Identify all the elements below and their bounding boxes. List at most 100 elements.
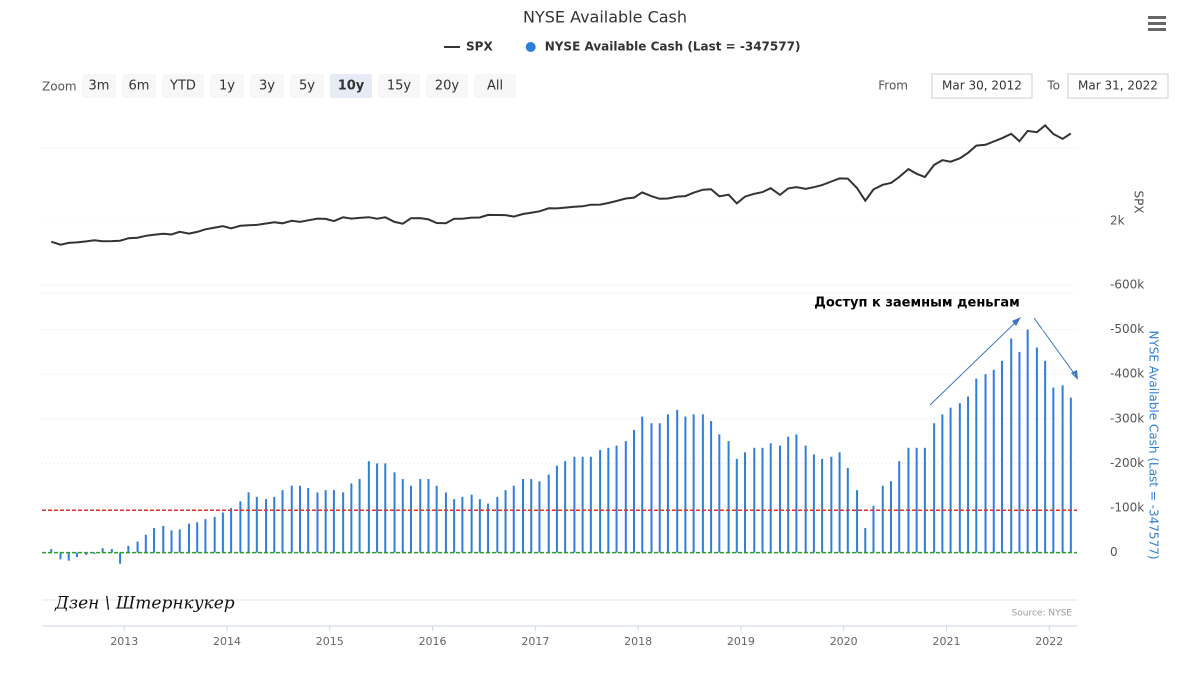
watermark: Дзен \ Штернкукер bbox=[54, 594, 235, 614]
from-input[interactable] bbox=[931, 73, 1033, 99]
bar bbox=[85, 552, 88, 555]
bar bbox=[633, 429, 636, 553]
bar bbox=[864, 528, 867, 553]
bar bbox=[555, 465, 558, 553]
zoom-button[interactable]: 5y bbox=[290, 74, 324, 98]
arrow bbox=[929, 319, 1019, 406]
zoom-button[interactable]: 3m bbox=[82, 74, 116, 98]
bar bbox=[856, 490, 859, 553]
bar bbox=[838, 452, 841, 553]
bar bbox=[487, 503, 490, 553]
bar bbox=[923, 447, 926, 553]
bar bbox=[101, 548, 104, 553]
from-label: From bbox=[878, 79, 908, 93]
zoom-button[interactable]: 20y bbox=[426, 74, 468, 98]
bar bbox=[589, 456, 592, 553]
bar bbox=[384, 463, 387, 553]
y2-axis-title: NYSE Available Cash (Last = -347577) bbox=[1147, 330, 1161, 559]
to-value: Mar 31, 2022 bbox=[1078, 79, 1158, 93]
bar bbox=[204, 519, 207, 553]
bar bbox=[324, 490, 327, 553]
bar bbox=[93, 552, 96, 554]
x-tick-label: 2022 bbox=[1035, 635, 1063, 648]
bar bbox=[144, 534, 147, 553]
zoom-button-label: YTD bbox=[169, 79, 196, 94]
bar bbox=[496, 496, 499, 553]
zoom-button-label: All bbox=[487, 79, 503, 94]
arrow bbox=[1033, 317, 1077, 377]
bar bbox=[367, 461, 370, 553]
zoom-button[interactable]: YTD bbox=[162, 74, 204, 98]
bar bbox=[298, 485, 301, 553]
zoom-button[interactable]: 15y bbox=[378, 74, 420, 98]
bar bbox=[666, 414, 669, 553]
bar bbox=[504, 490, 507, 553]
credits: Source: NYSE bbox=[1012, 609, 1073, 619]
bar bbox=[624, 441, 627, 553]
bar bbox=[753, 447, 756, 553]
zoom-button[interactable]: 1y bbox=[210, 74, 244, 98]
bar bbox=[239, 501, 242, 553]
zoom-button-label: 5y bbox=[299, 79, 315, 94]
y-axis-title: SPX bbox=[1132, 190, 1146, 213]
bar bbox=[427, 479, 430, 553]
y2-tick-label: -600k bbox=[1110, 278, 1144, 292]
bar bbox=[607, 447, 610, 553]
bar bbox=[547, 474, 550, 553]
zoom-button[interactable]: 10y bbox=[330, 74, 372, 98]
x-tick-label: 2015 bbox=[316, 635, 344, 648]
zoom-button[interactable]: All bbox=[474, 74, 516, 98]
bar bbox=[718, 434, 721, 553]
menu-bar bbox=[1148, 22, 1166, 25]
bar bbox=[119, 552, 122, 564]
bar bbox=[512, 485, 515, 553]
to-input[interactable] bbox=[1067, 73, 1169, 99]
bar bbox=[984, 374, 987, 553]
bar bbox=[230, 508, 233, 553]
bar bbox=[470, 494, 473, 553]
menu-button[interactable] bbox=[1148, 16, 1166, 31]
bar bbox=[409, 485, 412, 553]
bar bbox=[949, 407, 952, 553]
bar bbox=[889, 481, 892, 553]
bar bbox=[290, 485, 293, 553]
y2-tick-label: -500k bbox=[1110, 322, 1144, 336]
bar bbox=[401, 479, 404, 553]
bar bbox=[907, 447, 910, 553]
zoom-button[interactable]: 6m bbox=[122, 74, 156, 98]
x-tick-label: 2016 bbox=[419, 635, 447, 648]
bar bbox=[530, 479, 533, 553]
legend-symbol bbox=[525, 42, 536, 52]
bar bbox=[255, 496, 258, 553]
zoom-button-label: 15y bbox=[387, 79, 412, 94]
bar bbox=[59, 552, 62, 560]
bar bbox=[316, 492, 319, 553]
menu-bar bbox=[1148, 16, 1166, 19]
legend-label[interactable]: NYSE Available Cash (Last = -347577) bbox=[545, 40, 801, 54]
bar bbox=[992, 369, 995, 553]
zoom-button-bg bbox=[210, 74, 244, 98]
bar bbox=[170, 530, 173, 553]
bar bbox=[573, 456, 576, 553]
bar bbox=[358, 479, 361, 553]
bar bbox=[67, 552, 70, 561]
bar bbox=[435, 485, 438, 553]
zoom-button-bg bbox=[290, 74, 324, 98]
bar bbox=[599, 450, 602, 553]
bar bbox=[1000, 360, 1003, 553]
zoom-button-bg bbox=[250, 74, 284, 98]
bar bbox=[778, 445, 781, 553]
bar bbox=[444, 492, 447, 553]
bar bbox=[1010, 338, 1013, 553]
bar bbox=[830, 456, 833, 553]
bar bbox=[898, 461, 901, 553]
zoom-button-label: 3y bbox=[259, 79, 275, 94]
legend-label[interactable]: SPX bbox=[466, 40, 493, 54]
y-tick-label: 2k bbox=[1110, 213, 1125, 227]
bar bbox=[735, 458, 738, 553]
x-tick-label: 2021 bbox=[932, 635, 960, 648]
zoom-button-label: 6m bbox=[129, 79, 150, 94]
bar bbox=[933, 423, 936, 553]
zoom-button[interactable]: 3y bbox=[250, 74, 284, 98]
bar bbox=[136, 541, 139, 553]
